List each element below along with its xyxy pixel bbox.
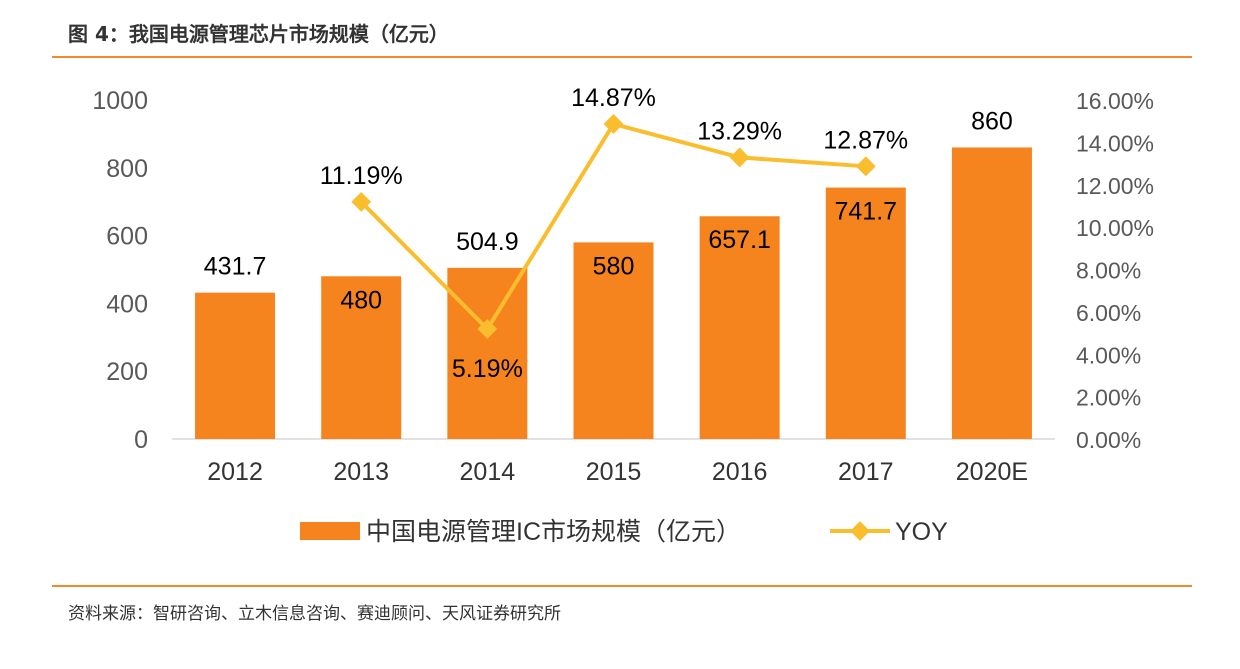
x-axis-tick: 2015 <box>586 458 642 486</box>
bar-data-label: 860 <box>971 107 1013 135</box>
right-axis-tick: 2.00% <box>1076 385 1141 411</box>
figure-title: 图 4：我国电源管理芯片市场规模（亿元） <box>68 22 449 46</box>
yoy-marker <box>351 192 372 212</box>
legend-line-label: YOY <box>895 518 948 546</box>
bottom-divider <box>52 585 1192 587</box>
right-axis-tick: 4.00% <box>1076 342 1141 368</box>
right-axis-tick: 0.00% <box>1076 427 1141 453</box>
x-axis-tick: 2012 <box>207 458 263 486</box>
yoy-data-label: 11.19% <box>320 162 403 190</box>
source-note: 资料来源：智研咨询、立木信息咨询、赛迪顾问、天风证券研究所 <box>68 604 561 624</box>
bar-data-label: 741.7 <box>835 198 898 226</box>
left-axis-tick: 200 <box>106 358 148 386</box>
left-axis-tick: 0 <box>134 426 148 454</box>
yoy-marker <box>603 114 624 134</box>
legend-bar-label: 中国电源管理IC市场规模（亿元） <box>366 518 741 546</box>
x-axis-tick: 2016 <box>712 458 768 486</box>
x-axis-tick: 2013 <box>333 458 389 486</box>
left-axis-tick: 1000 <box>92 87 148 115</box>
left-axis-tick: 400 <box>106 290 148 318</box>
right-axis-tick: 8.00% <box>1076 258 1141 284</box>
x-axis-tick: 2020E <box>956 458 1028 486</box>
legend-bar-swatch <box>300 522 360 540</box>
bar <box>447 267 528 439</box>
x-axis-tick: 2014 <box>460 458 516 486</box>
left-axis-tick: 600 <box>106 223 148 251</box>
bar-data-label: 431.7 <box>204 253 267 281</box>
bar <box>321 276 402 439</box>
right-axis-tick: 10.00% <box>1076 215 1154 241</box>
bar-data-label: 657.1 <box>708 226 771 254</box>
bar <box>573 242 654 439</box>
top-divider <box>52 56 1192 58</box>
bar <box>825 187 906 439</box>
bar <box>951 147 1032 439</box>
bar <box>699 216 780 439</box>
legend-line-marker <box>850 521 870 541</box>
yoy-marker <box>855 156 876 177</box>
yoy-data-label: 5.19% <box>452 355 523 383</box>
yoy-marker <box>477 319 498 339</box>
bar <box>195 292 276 439</box>
bar-data-label: 480 <box>340 286 382 314</box>
yoy-data-label: 12.87% <box>823 126 908 154</box>
left-axis-tick: 800 <box>106 155 148 183</box>
bar-data-label: 504.9 <box>456 228 519 256</box>
right-axis-tick: 12.00% <box>1076 173 1154 199</box>
x-axis-tick: 2017 <box>838 458 894 486</box>
right-axis-tick: 14.00% <box>1076 130 1154 156</box>
right-axis-tick: 16.00% <box>1076 88 1154 114</box>
right-axis-tick: 6.00% <box>1076 300 1141 326</box>
yoy-data-label: 14.87% <box>571 84 656 112</box>
yoy-data-label: 13.29% <box>697 117 782 145</box>
bar-data-label: 580 <box>593 252 635 280</box>
yoy-marker <box>729 147 750 168</box>
